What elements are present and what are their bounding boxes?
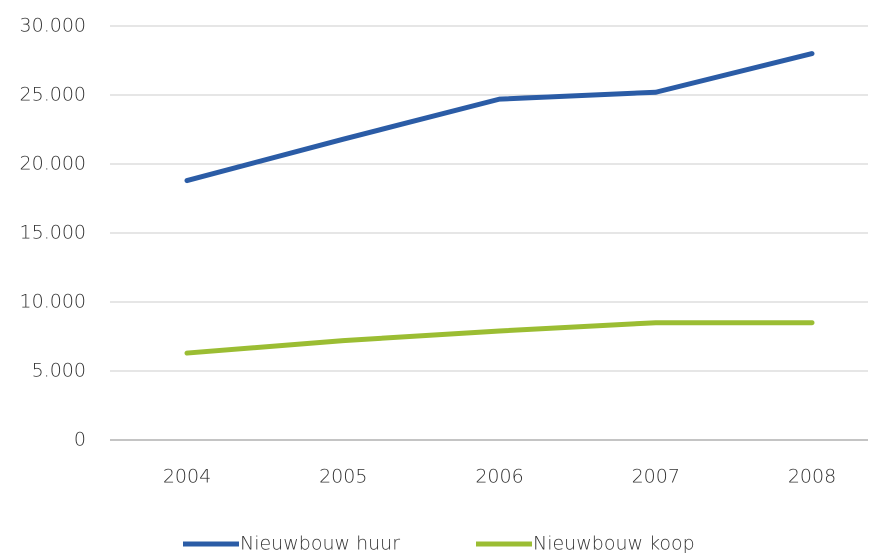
series-line [184, 320, 815, 356]
x-tick-label: 2008 [788, 466, 836, 488]
series-line [184, 51, 815, 184]
y-tick-label: 10.000 [20, 291, 86, 313]
x-tick-label: 2005 [319, 466, 367, 488]
legend-label: Nieuwbouw koop [533, 533, 695, 555]
x-tick-label: 2004 [163, 466, 211, 488]
x-tick-label: 2006 [475, 466, 523, 488]
y-tick-label: 25.000 [20, 84, 86, 106]
y-tick-label: 20.000 [20, 153, 86, 175]
legend-label: Nieuwbouw huur [240, 533, 400, 555]
y-tick-label: 5.000 [32, 360, 86, 382]
y-tick-label: 0 [74, 429, 86, 451]
y-tick-label: 15.000 [20, 222, 86, 244]
x-tick-label: 2007 [632, 466, 680, 488]
y-tick-label: 30.000 [20, 15, 86, 37]
